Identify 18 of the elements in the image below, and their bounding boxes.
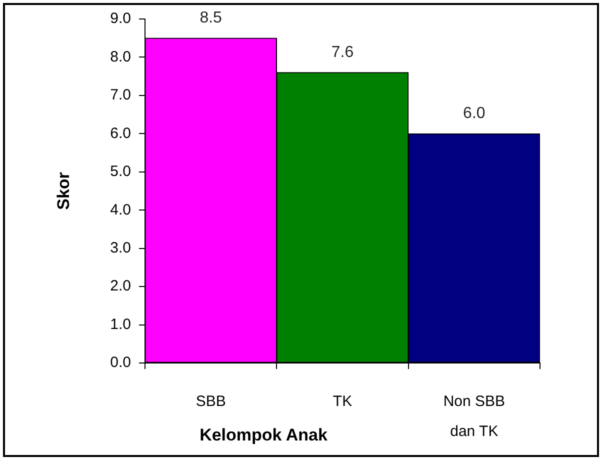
y-axis-title: Skor <box>54 172 73 210</box>
y-tick-label: 4.0 <box>110 201 131 218</box>
data-label: 6.0 <box>463 105 486 122</box>
y-tick-label: 0.0 <box>110 354 131 372</box>
y-tick-label: 6.0 <box>110 124 131 142</box>
data-label: 8.5 <box>200 10 222 27</box>
x-tick-label: SBB <box>196 393 226 410</box>
x-tick-label: Non SBB dan TK <box>443 393 506 440</box>
y-tick-label: 3.0 <box>110 239 131 256</box>
y-tick-label: 1.0 <box>110 316 131 333</box>
y-tick-label: 7.0 <box>110 86 131 104</box>
y-tick-label: 5.0 <box>110 163 131 180</box>
y-tick-label: 8.0 <box>110 48 131 66</box>
x-tick-label: TK <box>332 393 352 410</box>
data-label: 7.6 <box>331 44 354 61</box>
y-tick-label: 9.0 <box>110 10 131 28</box>
y-tick-label: 2.0 <box>110 278 131 295</box>
x-axis-title: Kelompok Anak <box>200 426 328 445</box>
